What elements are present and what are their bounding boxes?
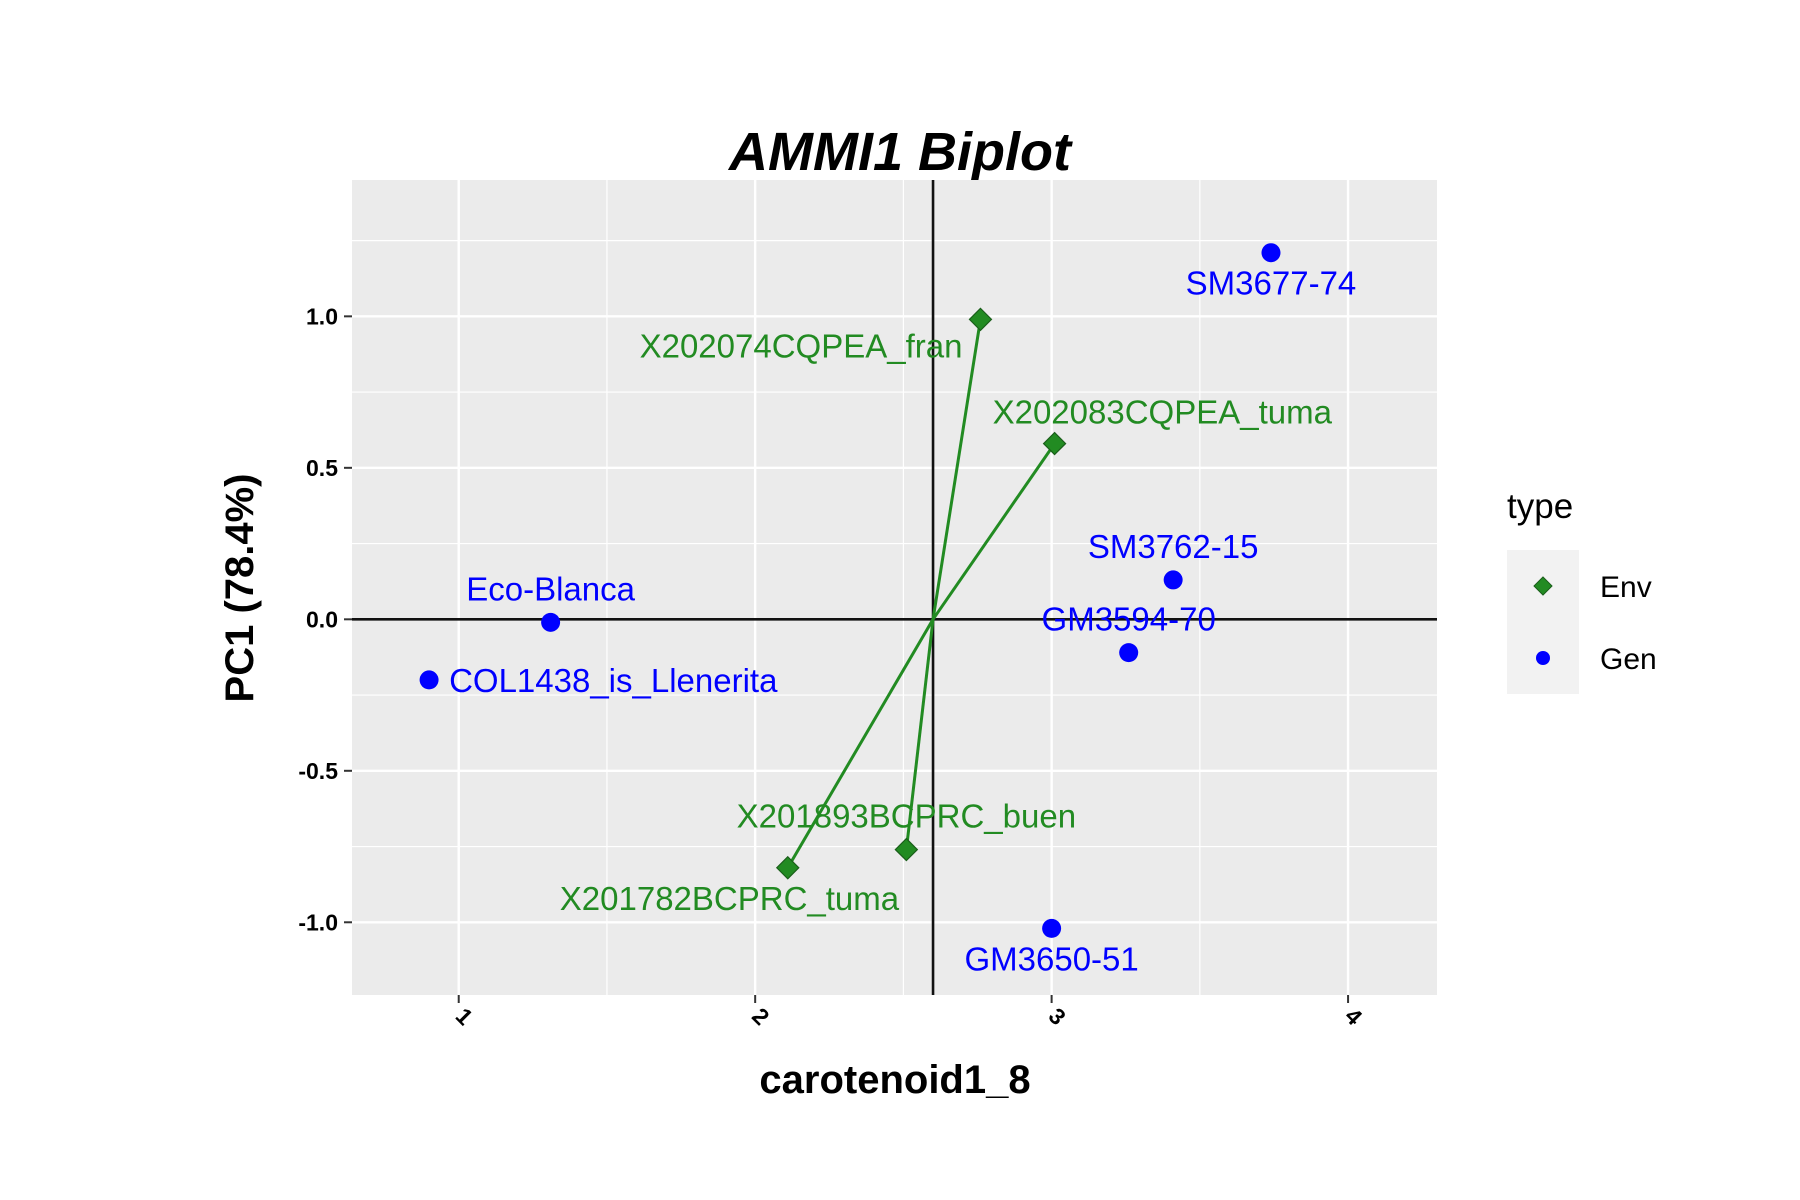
y-tick-label: 1.0	[306, 303, 338, 329]
y-axis-ticks: -1.0 -0.5 0.0 0.5 1.0	[298, 303, 352, 935]
legend-title: type	[1507, 487, 1573, 526]
env-point-label: X201893BCPRC_buen	[737, 798, 1076, 835]
gen-point-label: SM3677-74	[1186, 265, 1357, 302]
gen-circle-point	[541, 612, 561, 632]
env-diamond-point	[1042, 431, 1067, 456]
gen-circle-point	[1261, 243, 1281, 263]
origin-lines	[352, 180, 1437, 995]
grid-lines	[352, 180, 1437, 995]
env-vector-line	[786, 618, 935, 869]
data-points	[419, 243, 1281, 938]
legend-env-diamond-icon	[1533, 576, 1553, 596]
legend-label-gen: Gen	[1600, 643, 1657, 676]
gen-point-label: COL1438_is_Llenerita	[449, 662, 778, 699]
gen-point-label: GM3650-51	[964, 940, 1138, 977]
y-tick-label: 0.0	[306, 606, 338, 632]
point-labels: X202074CQPEA_fran X202083CQPEA_tuma X20189…	[449, 265, 1356, 978]
environment-vectors	[786, 319, 1056, 869]
legend: type Env Gen	[1507, 487, 1657, 694]
gen-circle-point	[1042, 918, 1062, 938]
env-vector-line	[904, 619, 935, 850]
gen-circle-point	[1119, 643, 1139, 663]
env-point-label: X201782BCPRC_tuma	[560, 880, 900, 917]
y-axis-title: PC1 (78.4%)	[218, 474, 262, 703]
gen-circle-point	[1163, 570, 1183, 590]
env-point-label: X202083CQPEA_tuma	[993, 394, 1333, 431]
y-tick-label: 0.5	[306, 455, 338, 481]
gen-circle-point	[419, 670, 439, 690]
gen-point-label: Eco-Blanca	[466, 570, 635, 607]
chart-title: AMMI1 Biplot	[727, 122, 1073, 182]
y-tick-label: -0.5	[298, 758, 338, 784]
x-axis-title: carotenoid1_8	[759, 1058, 1030, 1102]
gen-point-label: SM3762-15	[1088, 528, 1259, 565]
env-diamond-point	[775, 855, 800, 880]
legend-label-env: Env	[1600, 571, 1652, 604]
legend-gen-circle-icon	[1536, 651, 1550, 665]
env-diamond-point	[968, 307, 993, 332]
env-diamond-point	[894, 837, 919, 862]
env-vector-line	[931, 442, 1056, 621]
env-point-label: X202074CQPEA_fran	[640, 327, 963, 364]
gen-point-label: GM3594-70	[1042, 601, 1216, 638]
env-vector-line	[931, 319, 982, 620]
y-tick-label: -1.0	[298, 909, 338, 935]
